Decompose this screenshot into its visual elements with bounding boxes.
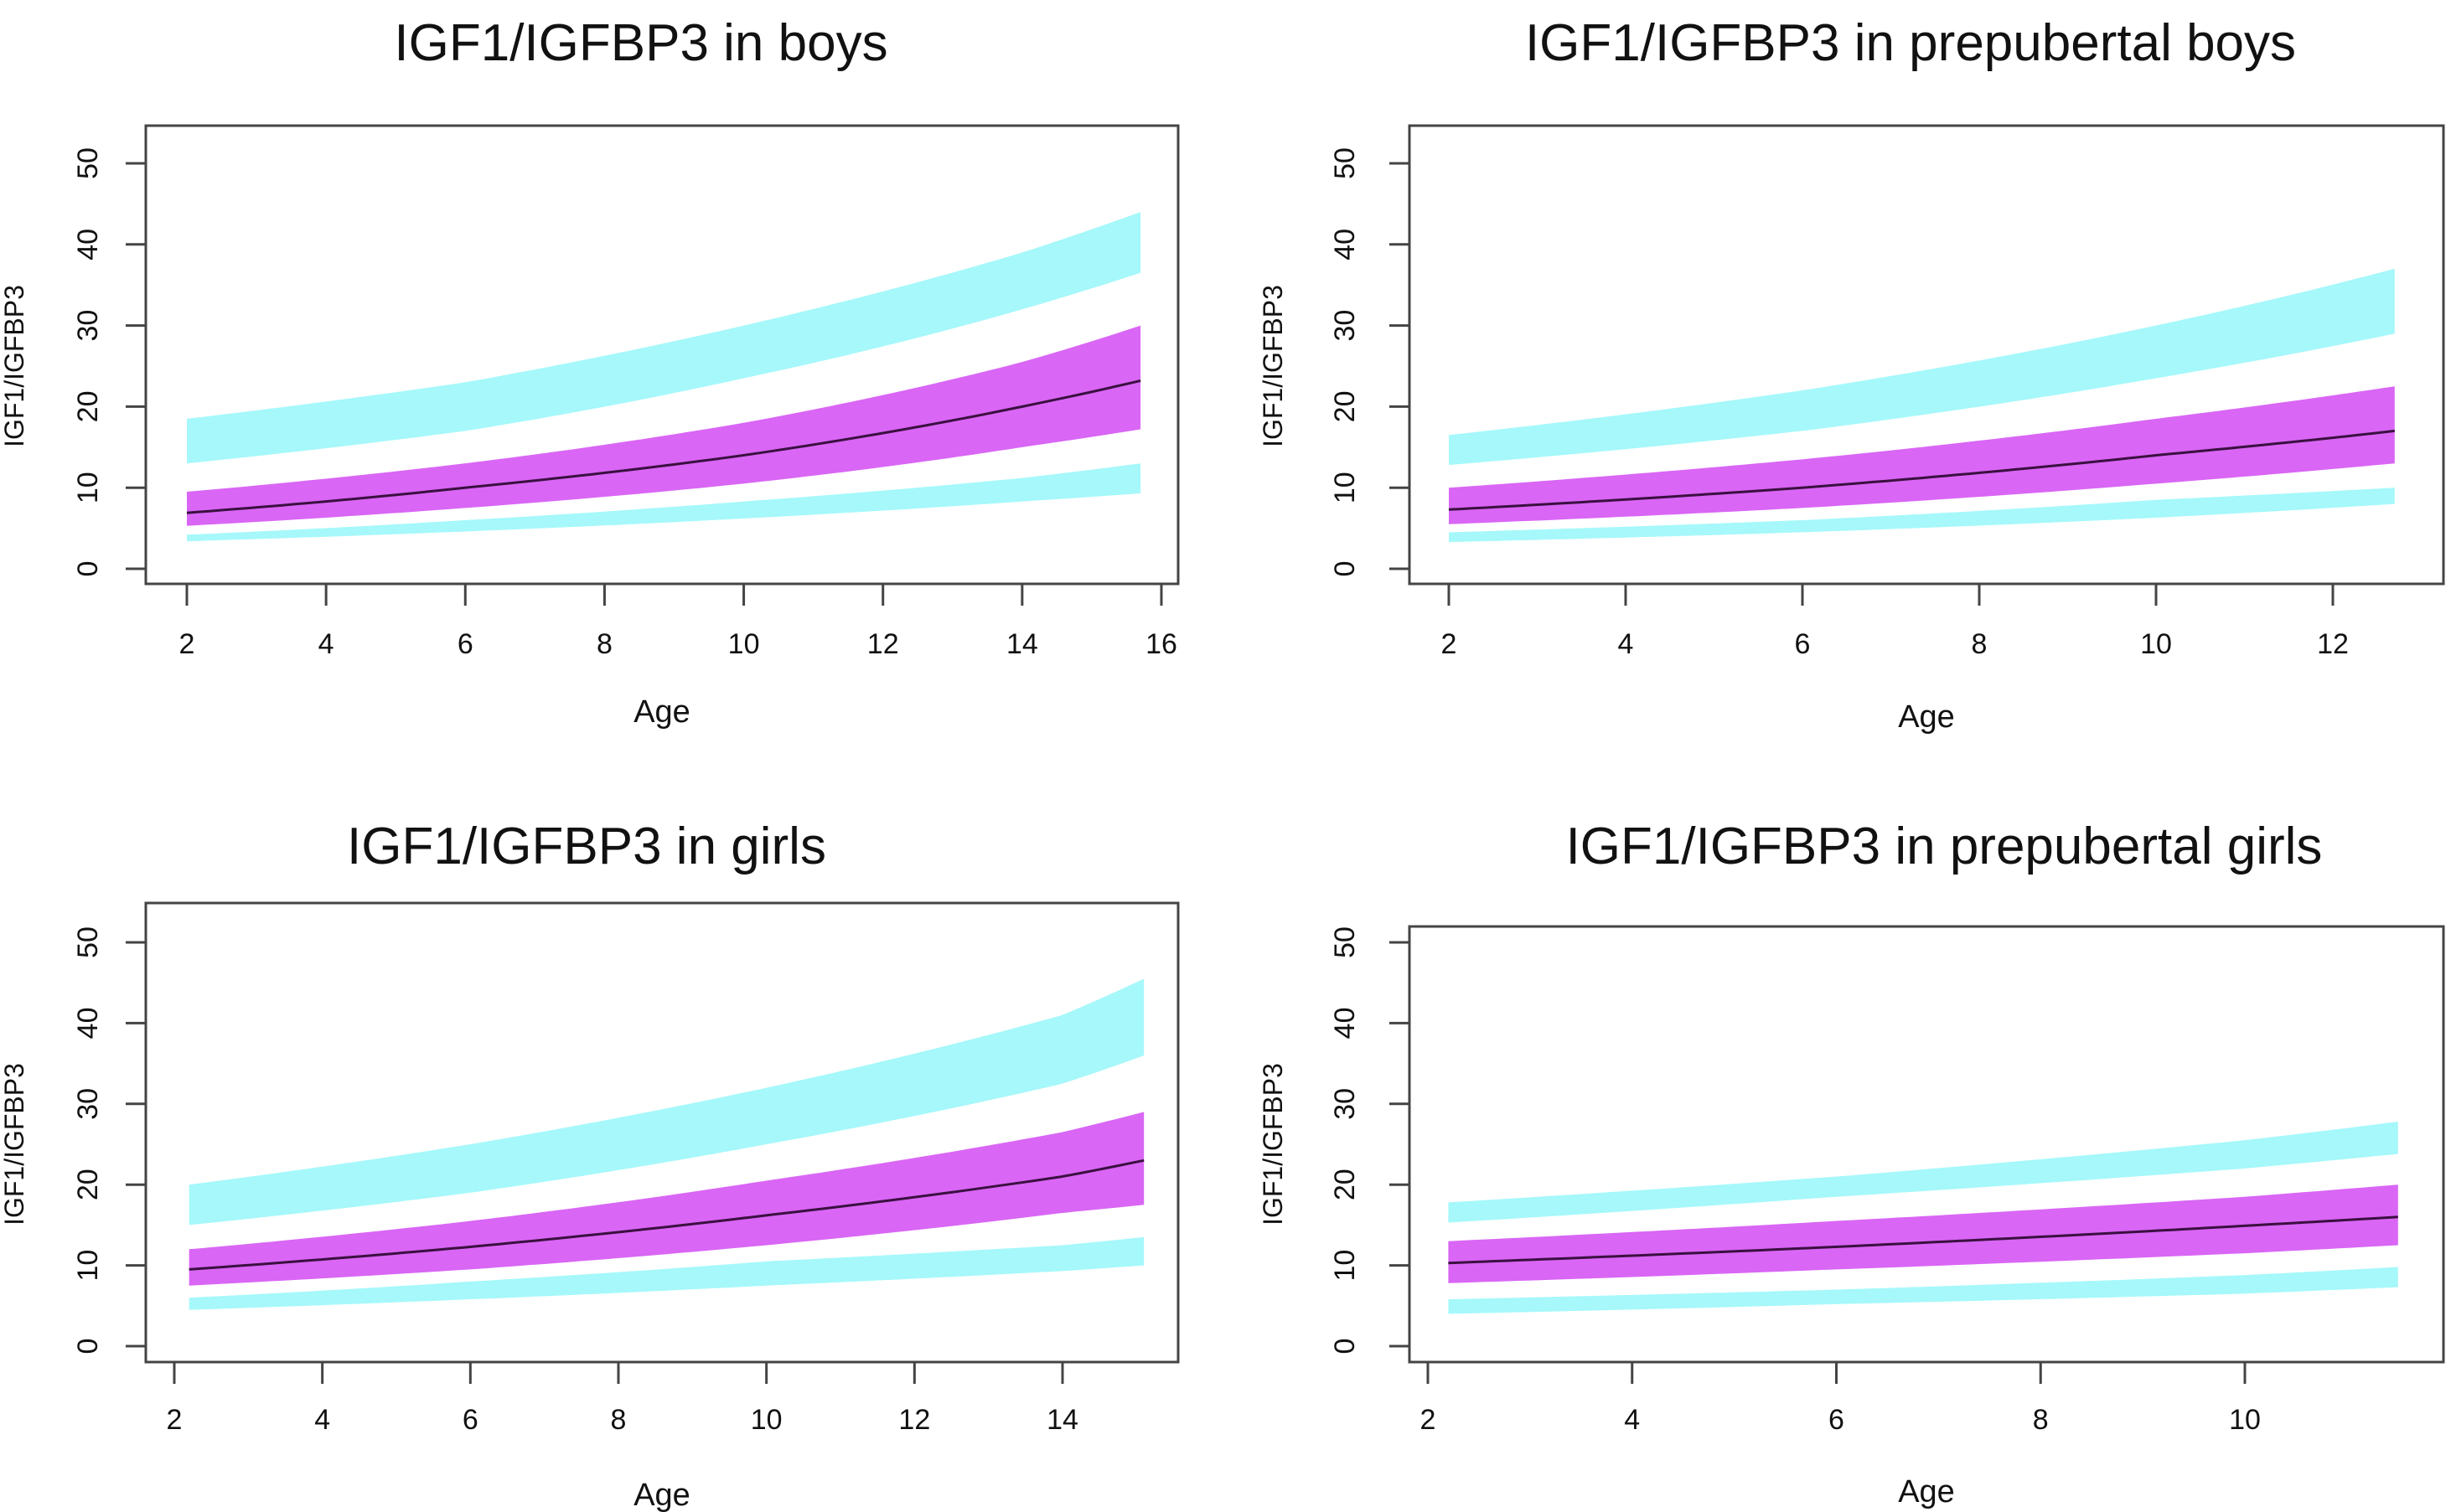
- x-axis-label: Age: [633, 694, 690, 730]
- chart-panel-1: IGF1/IGFBP3 in boys 2 4 6 8 10 12 14 16 Age 0 10 20 3…: [0, 14, 1180, 730]
- x-axis-label: Age: [1898, 1474, 1955, 1509]
- y-tick-label: 10: [72, 472, 104, 503]
- y-tick-label: 50: [1329, 926, 1361, 958]
- x-tick-label: 10: [2140, 628, 2172, 660]
- chart-panel-3: IGF1/IGFBP3 in girls 2 4 6 8 10 12 14 Age 0 10 20 30…: [0, 818, 1180, 1512]
- x-tick-label: 14: [1047, 1404, 1078, 1436]
- chart-title: IGF1/IGFBP3 in prepubertal boys: [1525, 14, 2296, 72]
- band-upper-outer: [1448, 1122, 2398, 1223]
- x-tick-label: 8: [597, 628, 613, 660]
- x-tick-label: 8: [1972, 628, 1988, 660]
- x-tick-label: 6: [463, 1404, 478, 1436]
- y-tick-label: 20: [1329, 1169, 1361, 1200]
- x-tick-label: 16: [1145, 628, 1177, 660]
- median-line: [1448, 1215, 2398, 1265]
- x-tick-label: 8: [611, 1404, 627, 1436]
- y-tick-label: 30: [72, 1088, 104, 1120]
- band-upper-outer: [1449, 268, 2395, 466]
- band-upper-outer: [187, 212, 1141, 464]
- band-central: [1448, 1184, 2398, 1283]
- x-tick-label: 6: [458, 628, 473, 660]
- y-tick-label: 20: [1329, 390, 1361, 422]
- band-central: [189, 1112, 1145, 1286]
- y-tick-label: 40: [1329, 1007, 1361, 1039]
- x-tick-label: 14: [1006, 628, 1038, 660]
- x-axis-label: Age: [1898, 699, 1955, 735]
- median-line: [189, 1159, 1145, 1271]
- chart-panel-2: IGF1/IGFBP3 in prepubertal boys 2 4 6 8 10 12 A…: [1258, 14, 2445, 735]
- y-axis-label: IGF1/IGFBP3: [0, 1063, 29, 1226]
- y-tick-label: 10: [1329, 472, 1361, 503]
- y-axis-label: IGF1/IGFBP3: [1258, 1063, 1288, 1226]
- band-upper-outer: [189, 978, 1145, 1226]
- band-lower-outer: [1449, 488, 2395, 543]
- x-tick-label: 12: [867, 628, 899, 660]
- x-tick-label: 4: [1624, 1404, 1640, 1436]
- x-tick-label: 8: [2033, 1404, 2049, 1436]
- y-tick-label: 50: [72, 147, 104, 179]
- y-axis-label: IGF1/IGFBP3: [1258, 285, 1288, 447]
- y-tick-label: 40: [1329, 229, 1361, 261]
- y-tick-label: 0: [1329, 1339, 1361, 1355]
- chart-panel-4: IGF1/IGFBP3 in prepubertal girls 2 4 6 8 10 Ag…: [1258, 818, 2445, 1509]
- band-lower-outer: [189, 1236, 1145, 1310]
- x-tick-label: 6: [1828, 1404, 1844, 1436]
- y-tick-label: 20: [72, 390, 104, 422]
- x-tick-label: 10: [751, 1404, 783, 1436]
- y-tick-label: 50: [72, 926, 104, 958]
- y-tick-label: 0: [72, 561, 104, 577]
- y-tick-label: 10: [1329, 1250, 1361, 1282]
- y-tick-label: 40: [72, 229, 104, 261]
- y-tick-label: 0: [1329, 561, 1361, 577]
- x-tick-label: 6: [1795, 628, 1811, 660]
- band-lower-outer: [187, 463, 1141, 542]
- chart-title: IGF1/IGFBP3 in prepubertal girls: [1566, 818, 2323, 875]
- y-tick-label: 20: [72, 1169, 104, 1200]
- x-tick-label: 4: [1618, 628, 1634, 660]
- x-tick-label: 2: [179, 628, 195, 660]
- x-tick-label: 2: [1420, 1404, 1436, 1436]
- y-tick-label: 30: [72, 310, 104, 342]
- y-tick-label: 10: [72, 1250, 104, 1282]
- band-central: [187, 325, 1141, 526]
- x-tick-label: 2: [167, 1404, 183, 1436]
- y-axis-label: IGF1/IGFBP3: [0, 285, 29, 447]
- y-tick-label: 40: [72, 1007, 104, 1039]
- chart-title: IGF1/IGFBP3 in boys: [394, 14, 887, 72]
- x-tick-label: 10: [2229, 1404, 2261, 1436]
- x-tick-label: 12: [898, 1404, 930, 1436]
- x-tick-label: 4: [318, 628, 334, 660]
- band-lower-outer: [1448, 1267, 2398, 1314]
- median-line: [1448, 429, 2395, 511]
- x-axis-label: Age: [633, 1478, 690, 1512]
- x-tick-label: 4: [314, 1404, 330, 1436]
- median-line: [186, 379, 1141, 514]
- y-tick-label: 30: [1329, 310, 1361, 342]
- y-tick-label: 30: [1329, 1088, 1361, 1120]
- x-tick-label: 12: [2317, 628, 2349, 660]
- x-tick-label: 10: [728, 628, 760, 660]
- y-tick-label: 0: [72, 1339, 104, 1355]
- y-tick-label: 50: [1329, 147, 1361, 179]
- x-tick-label: 2: [1441, 628, 1457, 660]
- chart-title: IGF1/IGFBP3 in girls: [347, 818, 826, 875]
- band-central: [1449, 386, 2395, 524]
